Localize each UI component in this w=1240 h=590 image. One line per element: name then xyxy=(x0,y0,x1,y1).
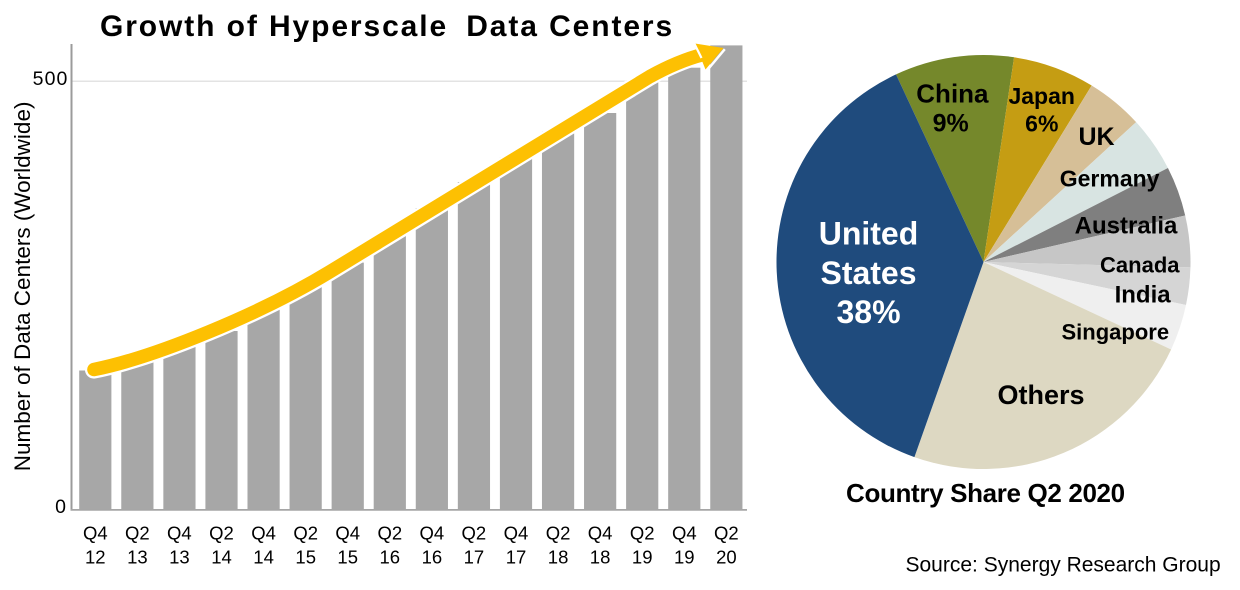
svg-text:Country Share Q2 2020: Country Share Q2 2020 xyxy=(846,478,1125,508)
svg-text:14: 14 xyxy=(211,547,232,568)
svg-text:Q4: Q4 xyxy=(420,522,445,543)
svg-text:Q4: Q4 xyxy=(588,522,613,543)
svg-text:Q4: Q4 xyxy=(83,522,108,543)
svg-text:Q4: Q4 xyxy=(167,522,192,543)
svg-text:Q2: Q2 xyxy=(125,522,150,543)
svg-text:Q2: Q2 xyxy=(209,522,234,543)
svg-text:16: 16 xyxy=(380,547,401,568)
svg-text:Number of Data Centers (Worldw: Number of Data Centers (Worldwide) xyxy=(10,102,35,472)
svg-text:18: 18 xyxy=(548,547,569,568)
svg-text:China: China xyxy=(916,79,989,109)
svg-text:Q2: Q2 xyxy=(630,522,655,543)
svg-text:Canada: Canada xyxy=(1100,253,1180,278)
svg-text:500: 500 xyxy=(33,68,69,90)
svg-text:17: 17 xyxy=(506,547,527,568)
svg-text:38%: 38% xyxy=(836,294,900,330)
svg-text:17: 17 xyxy=(464,547,485,568)
svg-text:Q2: Q2 xyxy=(462,522,487,543)
svg-text:6%: 6% xyxy=(1025,111,1058,137)
svg-text:UK: UK xyxy=(1078,123,1114,151)
svg-text:Australia: Australia xyxy=(1075,212,1178,239)
svg-text:14: 14 xyxy=(253,547,274,568)
svg-text:Singapore: Singapore xyxy=(1062,320,1170,345)
svg-text:Q2: Q2 xyxy=(714,522,739,543)
svg-text:Growth of Hyperscale Data Cen: Growth of Hyperscale Data Centers xyxy=(100,10,674,43)
svg-text:Others: Others xyxy=(997,380,1084,410)
svg-text:12: 12 xyxy=(85,547,106,568)
svg-text:Q2: Q2 xyxy=(293,522,318,543)
svg-text:13: 13 xyxy=(127,547,148,568)
svg-text:0: 0 xyxy=(55,496,66,518)
svg-text:Q2: Q2 xyxy=(546,522,571,543)
svg-text:Japan: Japan xyxy=(1008,83,1074,109)
svg-text:Germany: Germany xyxy=(1060,165,1160,191)
svg-text:States: States xyxy=(820,255,916,291)
svg-text:18: 18 xyxy=(590,547,611,568)
svg-text:Q4: Q4 xyxy=(504,522,529,543)
svg-text:India: India xyxy=(1115,282,1172,309)
svg-text:16: 16 xyxy=(422,547,443,568)
svg-text:13: 13 xyxy=(169,547,190,568)
svg-text:15: 15 xyxy=(337,547,358,568)
svg-text:Source: Synergy Research Group: Source: Synergy Research Group xyxy=(906,553,1221,576)
svg-text:20: 20 xyxy=(716,547,737,568)
svg-text:19: 19 xyxy=(674,547,695,568)
svg-text:15: 15 xyxy=(295,547,316,568)
svg-text:United: United xyxy=(819,216,919,252)
svg-text:Q2: Q2 xyxy=(377,522,402,543)
svg-text:Q4: Q4 xyxy=(335,522,360,543)
svg-text:Q4: Q4 xyxy=(672,522,697,543)
svg-text:Q4: Q4 xyxy=(251,522,276,543)
svg-text:19: 19 xyxy=(632,547,653,568)
svg-text:9%: 9% xyxy=(933,110,969,138)
